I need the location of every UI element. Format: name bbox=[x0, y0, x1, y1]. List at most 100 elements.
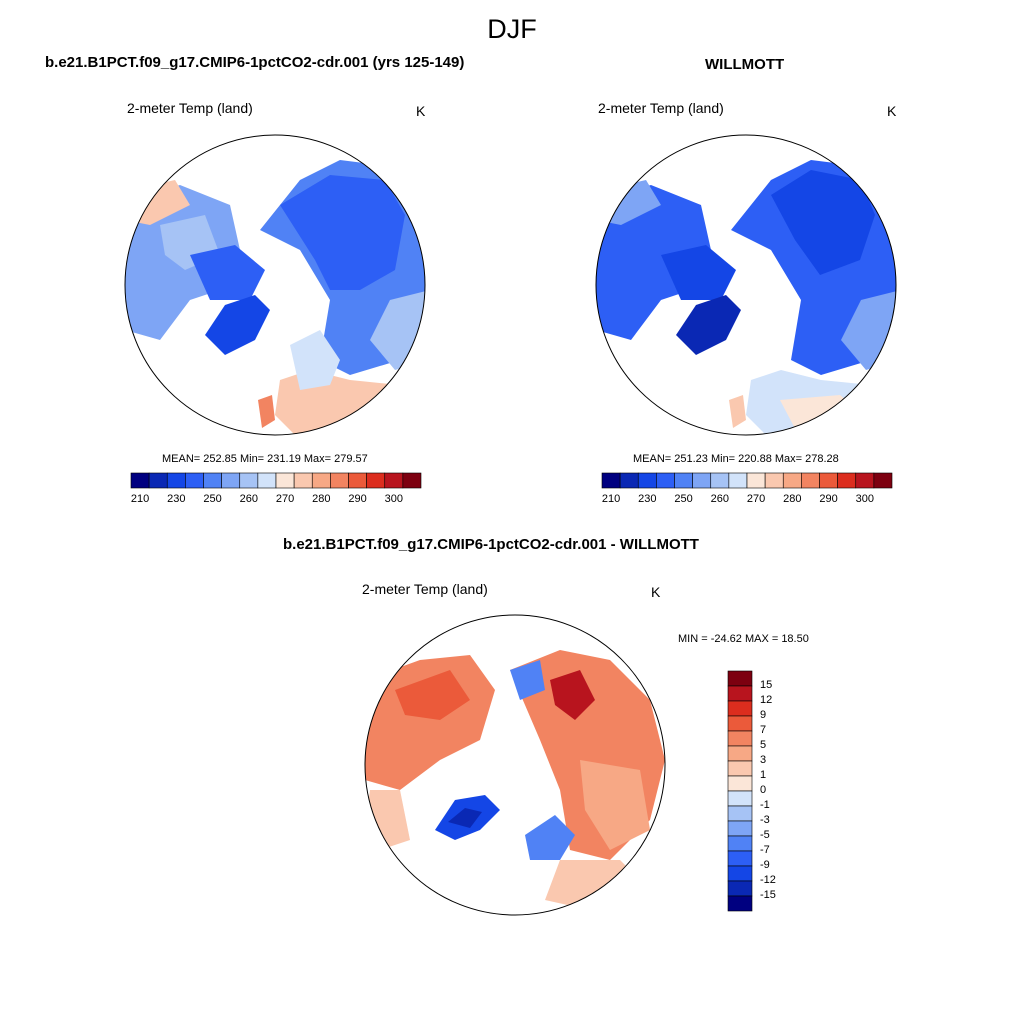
colorbar-swatch bbox=[727, 760, 753, 777]
colorbar-swatch bbox=[727, 865, 753, 882]
panel3-units-label: K bbox=[651, 584, 661, 600]
colorbar-tick-label: 290 bbox=[348, 493, 367, 505]
colorbar-tick-label: -3 bbox=[760, 814, 770, 826]
land-europe bbox=[275, 370, 420, 435]
colorbar-model bbox=[130, 472, 422, 489]
colorbar-difference bbox=[727, 670, 753, 912]
panel1-variable-label: 2-meter Temp (land) bbox=[127, 100, 253, 116]
colorbar-swatch bbox=[203, 472, 222, 489]
colorbar-swatch bbox=[130, 472, 150, 489]
map-willmott bbox=[595, 134, 897, 436]
colorbar-tick-label: 300 bbox=[855, 493, 874, 505]
colorbar-swatch bbox=[148, 472, 168, 489]
colorbar-tick-label: 250 bbox=[203, 493, 222, 505]
colorbar-swatch bbox=[746, 472, 766, 489]
land-greenland bbox=[205, 295, 270, 355]
colorbar-tick-label: -7 bbox=[760, 844, 770, 856]
colorbar-swatch bbox=[727, 700, 753, 717]
colorbar-swatch bbox=[801, 472, 820, 489]
land-chukotka bbox=[510, 660, 545, 700]
colorbar-swatch bbox=[727, 835, 753, 852]
colorbar-tick-label: 5 bbox=[760, 739, 767, 751]
map-model bbox=[124, 134, 426, 436]
colorbar-tick-label: -1 bbox=[760, 799, 770, 811]
land-europe bbox=[545, 860, 640, 910]
colorbar-swatch bbox=[402, 472, 422, 489]
colorbar-swatch bbox=[855, 472, 875, 489]
colorbar-swatch bbox=[819, 472, 838, 489]
colorbar-swatch bbox=[727, 730, 753, 747]
colorbar-swatch bbox=[384, 472, 404, 489]
colorbar-swatch bbox=[727, 805, 753, 822]
colorbar-tick-label: 230 bbox=[167, 493, 186, 505]
colorbar-tick-label: 1 bbox=[760, 769, 767, 781]
colorbar-tick-label: 260 bbox=[239, 493, 258, 505]
land-north-america bbox=[596, 185, 711, 340]
colorbar-swatch bbox=[727, 880, 753, 897]
panel1-units-label: K bbox=[416, 103, 426, 119]
land-alaska-hot bbox=[395, 670, 470, 720]
colorbar-swatch bbox=[782, 472, 802, 489]
map-difference bbox=[364, 614, 666, 916]
colorbar-swatch bbox=[166, 472, 186, 489]
colorbar-swatch bbox=[710, 472, 730, 489]
panel2-units-label: K bbox=[887, 103, 897, 119]
panel2-stats: MEAN= 251.23 Min= 220.88 Max= 278.28 bbox=[633, 453, 839, 465]
panel1-title: b.e21.B1PCT.f09_g17.CMIP6-1pctCO2-cdr.00… bbox=[45, 54, 465, 71]
colorbar-tick-label: 270 bbox=[275, 493, 295, 505]
panel1-stats: MEAN= 252.85 Min= 231.19 Max= 279.57 bbox=[162, 453, 368, 465]
colorbar-tick-label: 9 bbox=[760, 709, 767, 721]
colorbar-swatch bbox=[727, 820, 753, 837]
colorbar-swatch bbox=[239, 472, 259, 489]
land-europe-warm bbox=[780, 395, 870, 435]
land-scandinavia bbox=[290, 330, 340, 390]
colorbar-swatch bbox=[727, 895, 753, 912]
colorbar-swatch bbox=[348, 472, 367, 489]
colorbar-tick-label: 15 bbox=[760, 679, 773, 691]
colorbar-swatch bbox=[257, 472, 277, 489]
figure-title: DJF bbox=[487, 14, 537, 44]
colorbar-tick-label: 230 bbox=[638, 493, 657, 505]
land-greenland bbox=[676, 295, 741, 355]
panel3-title: b.e21.B1PCT.f09_g17.CMIP6-1pctCO2-cdr.00… bbox=[283, 536, 699, 553]
colorbar-tick-label: 280 bbox=[312, 493, 331, 505]
colorbar-willmott bbox=[601, 472, 893, 489]
colorbar-swatch bbox=[311, 472, 331, 489]
colorbar-swatch bbox=[601, 472, 621, 489]
colorbar-swatch bbox=[727, 775, 753, 792]
colorbar-swatch bbox=[692, 472, 712, 489]
colorbar-tick-label: 12 bbox=[760, 694, 773, 706]
colorbar-swatch bbox=[674, 472, 693, 489]
colorbar-tick-label: -12 bbox=[760, 874, 776, 886]
land-russia-mid bbox=[580, 760, 650, 850]
colorbar-swatch bbox=[619, 472, 639, 489]
land-scandinavia bbox=[525, 815, 575, 860]
colorbar-tick-label: 3 bbox=[760, 754, 767, 766]
colorbar-swatch bbox=[366, 472, 386, 489]
panel3-stats: MIN = -24.62 MAX = 18.50 bbox=[678, 633, 809, 645]
land-archipelago bbox=[190, 245, 265, 300]
colorbar-swatch bbox=[764, 472, 784, 489]
panel3-variable-label: 2-meter Temp (land) bbox=[362, 581, 488, 597]
colorbar-swatch bbox=[656, 472, 675, 489]
colorbar-tick-label: 0 bbox=[760, 784, 767, 796]
panel2-title: WILLMOTT bbox=[705, 56, 785, 73]
colorbar-tick-label: 280 bbox=[783, 493, 802, 505]
colorbar-tick-label: 290 bbox=[819, 493, 838, 505]
colorbar-tick-label: 250 bbox=[674, 493, 693, 505]
colorbar-swatch bbox=[837, 472, 857, 489]
land-siberia-core bbox=[771, 170, 875, 275]
colorbar-tick-label: 210 bbox=[130, 493, 150, 505]
colorbar-tick-label: 270 bbox=[746, 493, 766, 505]
land-archipelago bbox=[661, 245, 736, 300]
colorbar-tick-label: 260 bbox=[710, 493, 729, 505]
colorbar-swatch bbox=[727, 745, 753, 762]
colorbar-swatch bbox=[330, 472, 349, 489]
colorbar-swatch bbox=[275, 472, 295, 489]
colorbar-swatch bbox=[727, 790, 753, 807]
colorbar-tick-label: 300 bbox=[384, 493, 403, 505]
panel2-variable-label: 2-meter Temp (land) bbox=[598, 100, 724, 116]
colorbar-swatch bbox=[221, 472, 241, 489]
land-britain bbox=[258, 395, 275, 428]
